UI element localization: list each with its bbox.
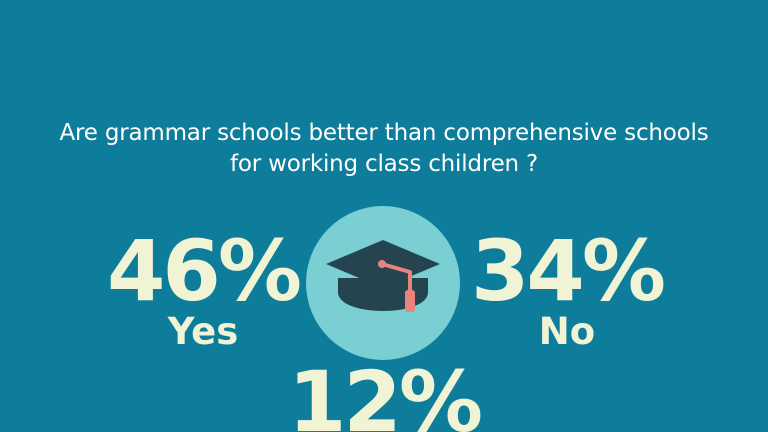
no-percentage: 34% bbox=[470, 222, 666, 320]
question-line-2: for working class children ? bbox=[229, 151, 539, 177]
yes-percentage: 46% bbox=[106, 222, 302, 320]
cap-tassel bbox=[405, 290, 415, 312]
graduation-cap-icon bbox=[306, 206, 460, 360]
cap-button bbox=[378, 260, 386, 268]
third-percentage: 12% bbox=[287, 353, 483, 432]
no-label: No bbox=[538, 310, 596, 353]
cap-tassel-cord bbox=[380, 262, 412, 292]
yes-label: Yes bbox=[167, 310, 239, 353]
question-line-1: Are grammar schools better than comprehe… bbox=[59, 120, 709, 146]
graduation-cap-svg bbox=[306, 206, 460, 360]
